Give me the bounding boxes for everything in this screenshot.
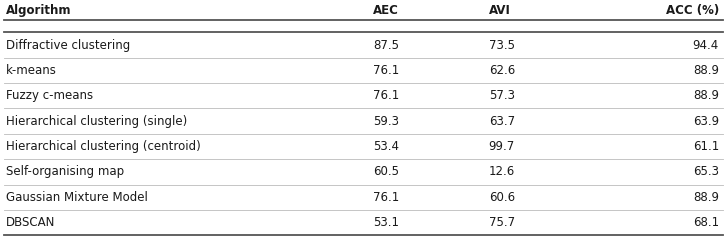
Text: Diffractive clustering: Diffractive clustering	[6, 39, 130, 52]
Text: 53.1: 53.1	[373, 216, 399, 229]
Text: 61.1: 61.1	[693, 140, 719, 153]
Text: 60.6: 60.6	[489, 191, 515, 204]
Text: 63.7: 63.7	[489, 115, 515, 128]
Text: 62.6: 62.6	[489, 64, 515, 77]
Text: 53.4: 53.4	[373, 140, 399, 153]
Text: Hierarchical clustering (single): Hierarchical clustering (single)	[6, 115, 187, 128]
Text: AVI: AVI	[489, 4, 510, 17]
Text: 63.9: 63.9	[693, 115, 719, 128]
Text: 57.3: 57.3	[489, 89, 515, 102]
Text: Hierarchical clustering (centroid): Hierarchical clustering (centroid)	[6, 140, 201, 153]
Text: 75.7: 75.7	[489, 216, 515, 229]
Text: ACC (%): ACC (%)	[665, 4, 719, 17]
Text: Fuzzy c-means: Fuzzy c-means	[6, 89, 93, 102]
Text: 68.1: 68.1	[693, 216, 719, 229]
Text: 94.4: 94.4	[693, 39, 719, 52]
Text: 76.1: 76.1	[373, 89, 399, 102]
Text: 87.5: 87.5	[373, 39, 399, 52]
Text: Gaussian Mixture Model: Gaussian Mixture Model	[6, 191, 148, 204]
Text: 88.9: 88.9	[693, 191, 719, 204]
Text: 99.7: 99.7	[489, 140, 515, 153]
Text: DBSCAN: DBSCAN	[6, 216, 55, 229]
Text: 73.5: 73.5	[489, 39, 515, 52]
Text: Self-organising map: Self-organising map	[6, 165, 124, 178]
Text: 60.5: 60.5	[373, 165, 399, 178]
Text: 88.9: 88.9	[693, 64, 719, 77]
Text: AEC: AEC	[373, 4, 399, 17]
Text: 65.3: 65.3	[693, 165, 719, 178]
Text: 59.3: 59.3	[373, 115, 399, 128]
Text: Algorithm: Algorithm	[6, 4, 71, 17]
Text: k-means: k-means	[6, 64, 56, 77]
Text: 12.6: 12.6	[489, 165, 515, 178]
Text: 88.9: 88.9	[693, 89, 719, 102]
Text: 76.1: 76.1	[373, 191, 399, 204]
Text: 76.1: 76.1	[373, 64, 399, 77]
